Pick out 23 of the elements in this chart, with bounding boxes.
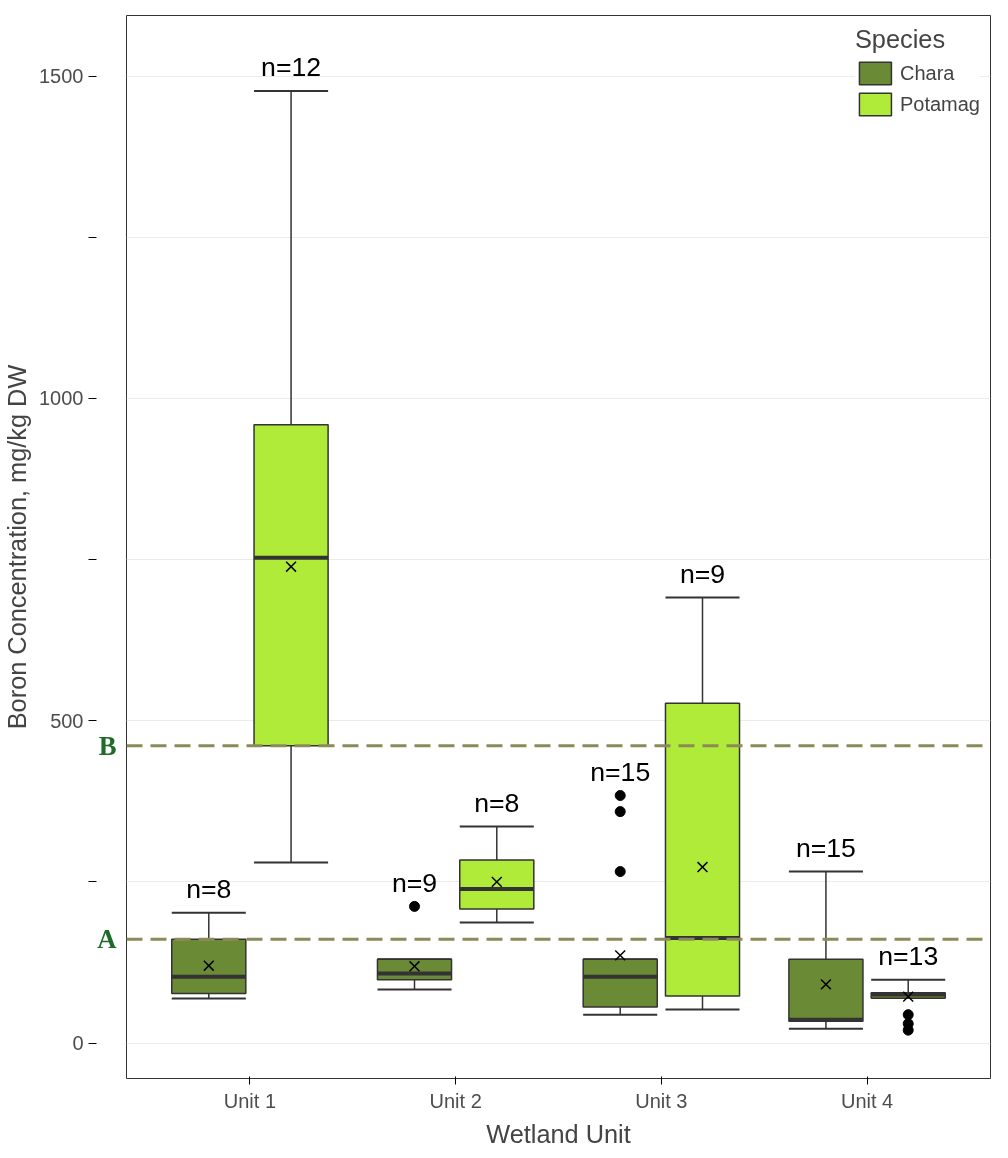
x-tick-label: Unit 3: [635, 1089, 688, 1112]
y-tick-label: 1500: [39, 65, 84, 88]
y-tick-label: 500: [50, 709, 84, 732]
legend-label: Chara: [899, 61, 955, 85]
legend-label: Potamag: [899, 92, 980, 116]
y-tick-label: 1000: [39, 387, 84, 410]
annotation: n=15: [795, 833, 856, 864]
x-tick-label: Unit 4: [840, 1089, 894, 1112]
x-tick-label: Unit 2: [429, 1089, 482, 1112]
ref-line-label: A: [97, 924, 118, 955]
annotation: n=15: [590, 757, 651, 787]
y-tick-label: 0: [72, 1032, 84, 1055]
annotation: n=8: [186, 874, 232, 905]
annotation: n=9: [679, 559, 726, 590]
annotation: n=8: [474, 787, 520, 818]
y-axis-title: Boron Concentration, mg/kg DW: [3, 364, 32, 730]
legend-title: Species: [854, 25, 947, 54]
annotation: n=12: [261, 52, 322, 83]
annotation: n=13: [878, 941, 939, 972]
ref-line-label: B: [98, 730, 117, 761]
annotation: n=9: [391, 867, 438, 898]
x-axis-title: Wetland Unit: [486, 1119, 631, 1148]
x-tick-label: Unit 1: [223, 1089, 277, 1112]
